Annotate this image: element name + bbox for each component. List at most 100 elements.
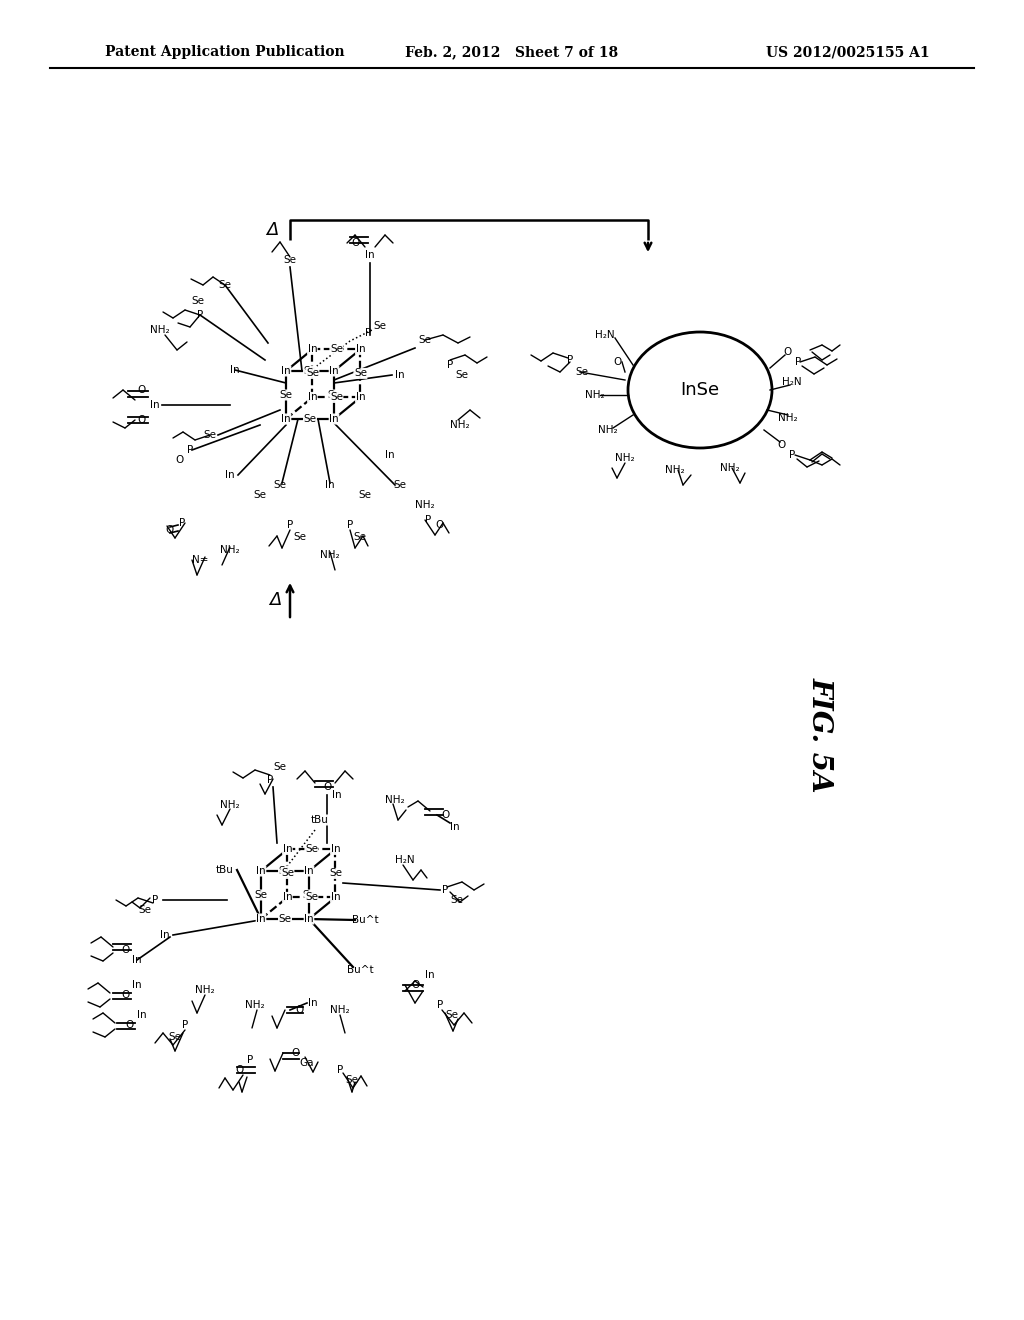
Text: InSe: InSe bbox=[680, 381, 720, 399]
Text: NH₂: NH₂ bbox=[196, 985, 215, 995]
Text: Se: Se bbox=[345, 1074, 358, 1085]
Text: In: In bbox=[307, 345, 317, 354]
Text: NH₂: NH₂ bbox=[220, 545, 240, 554]
Text: O: O bbox=[121, 945, 129, 954]
Text: NH₂: NH₂ bbox=[598, 425, 617, 436]
Text: NH₂: NH₂ bbox=[220, 800, 240, 810]
Text: H₂N: H₂N bbox=[395, 855, 415, 865]
Text: In: In bbox=[395, 370, 404, 380]
Text: In: In bbox=[307, 392, 317, 403]
Text: In: In bbox=[329, 414, 339, 424]
Text: O: O bbox=[441, 810, 450, 820]
Text: O: O bbox=[784, 347, 793, 356]
Text: In: In bbox=[332, 789, 342, 800]
Text: In: In bbox=[283, 892, 292, 903]
Text: NH₂: NH₂ bbox=[415, 500, 435, 510]
Text: Se: Se bbox=[575, 367, 589, 378]
Text: Se: Se bbox=[451, 895, 464, 906]
Text: P: P bbox=[425, 515, 431, 525]
Text: In: In bbox=[331, 845, 340, 854]
Text: Se: Se bbox=[328, 389, 341, 400]
Text: O: O bbox=[126, 1020, 134, 1030]
Text: N=: N= bbox=[191, 554, 208, 565]
Text: O: O bbox=[176, 455, 184, 465]
Text: NH₂: NH₂ bbox=[330, 1005, 350, 1015]
Text: Se: Se bbox=[303, 414, 316, 424]
Text: In: In bbox=[256, 913, 266, 924]
Text: In: In bbox=[355, 392, 366, 403]
Text: In: In bbox=[326, 480, 335, 490]
Text: P: P bbox=[287, 520, 293, 531]
Text: Se: Se bbox=[138, 906, 152, 915]
Text: O: O bbox=[351, 238, 359, 248]
Text: NH₂: NH₂ bbox=[451, 420, 470, 430]
Text: P: P bbox=[446, 360, 454, 370]
Text: P: P bbox=[442, 884, 449, 895]
Text: P: P bbox=[186, 445, 194, 455]
Text: Se: Se bbox=[204, 430, 216, 440]
Text: Se: Se bbox=[419, 335, 431, 345]
Text: P: P bbox=[437, 1001, 443, 1010]
Text: In: In bbox=[451, 822, 460, 832]
Text: US 2012/0025155 A1: US 2012/0025155 A1 bbox=[766, 45, 930, 59]
Text: In: In bbox=[132, 979, 141, 990]
Text: P: P bbox=[152, 895, 158, 906]
Text: NH₂: NH₂ bbox=[778, 413, 798, 422]
Text: In: In bbox=[137, 1010, 146, 1020]
Text: Se: Se bbox=[279, 913, 292, 924]
Text: NH₂: NH₂ bbox=[151, 325, 170, 335]
Text: Se: Se bbox=[445, 1010, 459, 1020]
Text: In: In bbox=[225, 470, 234, 480]
Text: O: O bbox=[236, 1065, 244, 1074]
Text: O: O bbox=[291, 1048, 299, 1059]
Text: In: In bbox=[304, 913, 313, 924]
Text: P: P bbox=[795, 356, 801, 367]
Text: In: In bbox=[151, 400, 160, 411]
Text: H₂N: H₂N bbox=[595, 330, 614, 341]
Text: P: P bbox=[179, 517, 185, 528]
Text: Se: Se bbox=[456, 370, 469, 380]
Text: P: P bbox=[182, 1020, 188, 1030]
Text: tBu: tBu bbox=[311, 814, 329, 825]
Text: O: O bbox=[778, 440, 786, 450]
Text: Feb. 2, 2012   Sheet 7 of 18: Feb. 2, 2012 Sheet 7 of 18 bbox=[406, 45, 618, 59]
Text: In: In bbox=[355, 345, 366, 354]
Text: tBu: tBu bbox=[216, 865, 233, 875]
Text: O: O bbox=[166, 525, 174, 535]
Text: Se: Se bbox=[284, 255, 297, 265]
Text: Se: Se bbox=[294, 532, 306, 543]
Text: H₂N: H₂N bbox=[782, 378, 802, 387]
Text: NH₂: NH₂ bbox=[245, 1001, 265, 1010]
Text: O: O bbox=[138, 414, 146, 425]
Text: Δ: Δ bbox=[269, 591, 282, 609]
Text: NH₂: NH₂ bbox=[666, 465, 685, 475]
Text: O: O bbox=[613, 356, 623, 367]
Text: P: P bbox=[337, 1065, 343, 1074]
Text: In: In bbox=[160, 931, 170, 940]
Text: In: In bbox=[282, 414, 291, 424]
Text: P: P bbox=[247, 1055, 253, 1065]
Text: In: In bbox=[230, 366, 240, 375]
Text: Patent Application Publication: Patent Application Publication bbox=[105, 45, 345, 59]
Text: In: In bbox=[385, 450, 395, 459]
Text: Se: Se bbox=[354, 368, 367, 379]
Text: Ga: Ga bbox=[300, 1059, 314, 1068]
Text: FIG. 5A: FIG. 5A bbox=[807, 677, 834, 793]
Text: Se: Se bbox=[218, 280, 231, 290]
Text: NH₂: NH₂ bbox=[615, 453, 635, 463]
Text: O: O bbox=[296, 1005, 304, 1015]
Text: Se: Se bbox=[273, 762, 287, 772]
Text: Se: Se bbox=[329, 869, 342, 878]
Text: Bu^t: Bu^t bbox=[351, 915, 378, 925]
Text: Se: Se bbox=[281, 869, 294, 878]
Text: NH₂: NH₂ bbox=[585, 389, 605, 400]
Text: Se: Se bbox=[306, 368, 318, 379]
Text: Se: Se bbox=[302, 890, 315, 900]
Text: NH₂: NH₂ bbox=[385, 795, 404, 805]
Text: O: O bbox=[323, 781, 331, 792]
Text: In: In bbox=[304, 866, 313, 876]
Text: In: In bbox=[256, 866, 266, 876]
Text: O: O bbox=[411, 979, 419, 990]
Text: Se: Se bbox=[169, 1032, 181, 1041]
Text: NH₂: NH₂ bbox=[720, 463, 739, 473]
